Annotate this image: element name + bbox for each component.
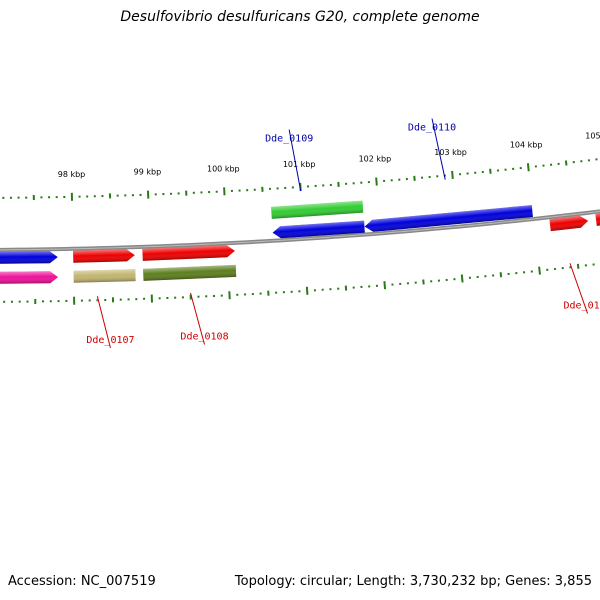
kbp-label: 104 kbp — [510, 140, 543, 149]
gene-label[interactable]: Dde_0109 — [265, 134, 313, 145]
dde-0109-cds-shade — [272, 220, 365, 239]
dde-0109-feature[interactable] — [271, 200, 364, 219]
outer-tick — [305, 286, 309, 295]
dde-0110-cds-shade — [364, 205, 533, 232]
gene-label-leader — [96, 296, 111, 349]
accession-text: Accession: NC_007519 — [8, 574, 156, 589]
dde-0107-cds[interactable] — [73, 249, 135, 263]
outer-tick — [538, 266, 541, 275]
dde-0109-cds[interactable] — [272, 220, 365, 239]
dde-0111-a-shade — [549, 215, 589, 232]
gene-features — [0, 200, 600, 284]
dde-0107-feature-shade — [73, 269, 136, 283]
dde-0111-a[interactable] — [549, 215, 589, 232]
dde-0111-b[interactable] — [595, 212, 600, 226]
outer-tick — [576, 263, 580, 269]
kbp-label: 101 kbp — [283, 160, 316, 169]
kbp-label: 105 kbp — [585, 132, 600, 141]
kbp-label: 98 kbp — [58, 170, 86, 179]
gene-label-leader — [431, 118, 446, 180]
outer-tick — [383, 281, 387, 290]
kbp-label: 102 kbp — [359, 155, 392, 164]
backbone-highlight — [0, 210, 600, 251]
outer-tick — [460, 274, 464, 283]
dde-0107-cds-shade — [73, 249, 135, 263]
genome-summary-text: Topology: circular; Length: 3,730,232 bp… — [234, 574, 592, 589]
inner-tick — [451, 170, 454, 180]
gene-label[interactable]: Dde_0108 — [180, 331, 228, 342]
dde-0109-feature-shade — [271, 200, 364, 219]
gene-left-pink-shade — [0, 271, 59, 284]
inner-tick — [526, 163, 530, 172]
dde-0110-cds[interactable] — [364, 205, 533, 232]
gene-label-leader — [190, 292, 206, 345]
gene-label[interactable]: Dde_0107 — [86, 335, 134, 346]
gene-label[interactable]: Dde_0110 — [408, 123, 456, 134]
inner-tick — [564, 160, 568, 166]
dde-0111-b-shade — [595, 212, 600, 226]
gene-label-leader — [569, 263, 589, 314]
inner-tick — [375, 177, 378, 186]
gene-left-fwd[interactable] — [0, 251, 58, 264]
inner-tick — [489, 168, 492, 174]
gene-left-fwd-shade — [0, 251, 58, 264]
dde-0107-feature[interactable] — [73, 269, 136, 283]
genome-backbone — [0, 209, 600, 252]
map-title: Desulfovibrio desulfuricans G20, complet… — [120, 9, 480, 25]
kbp-label: 100 kbp — [207, 164, 240, 173]
gene-left-pink[interactable] — [0, 271, 59, 284]
dde-0108-feature[interactable] — [143, 264, 237, 281]
dde-0108-feature-shade — [143, 264, 237, 281]
kbp-label: 99 kbp — [134, 168, 162, 177]
gene-label[interactable]: Dde_0111 — [563, 301, 600, 312]
tick-marks: 98 kbp 99 kbp 100 kbp 101 kbp 102 kbp 103 kbp… — [2, 132, 600, 305]
outer-tick — [499, 272, 503, 278]
kbp-label: 103 kbp — [434, 148, 467, 157]
dde-0108-cds[interactable] — [142, 245, 235, 261]
dde-0108-cds-shade — [142, 245, 235, 261]
gene-labels: Dde_0107 Dde_0108 Dde_0109 Dde_0110 Dde_0111 — [86, 118, 600, 349]
gene-label-leader — [288, 129, 302, 192]
